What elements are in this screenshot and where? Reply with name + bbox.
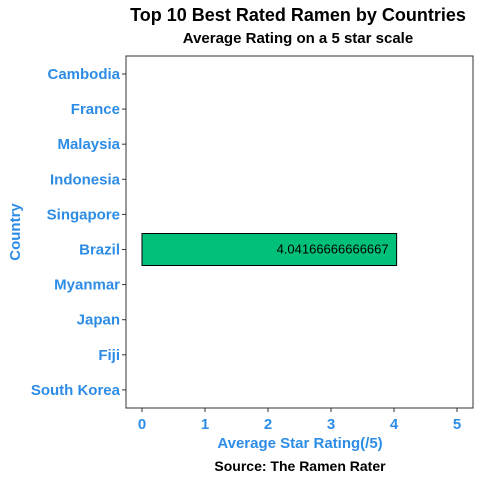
x-axis: 0 1 2 3 4 5: [138, 408, 461, 433]
x-axis-label: Average Star Rating(/5): [217, 435, 382, 452]
chart-title: Top 10 Best Rated Ramen by Countries: [130, 5, 466, 25]
x-tick-label: 5: [453, 416, 461, 433]
y-tick-label: Singapore: [47, 206, 120, 223]
x-tick-label: 1: [201, 416, 209, 433]
bars: 4.04166666666667: [141, 233, 398, 266]
y-tick-label: Japan: [77, 312, 120, 329]
x-tick-label: 4: [390, 416, 399, 433]
y-tick-label: Myanmar: [54, 277, 120, 294]
x-tick-label: 3: [327, 416, 335, 433]
y-tick-label: Fiji: [98, 347, 120, 364]
plot-panel: [125, 55, 474, 409]
y-tick-label: Cambodia: [47, 66, 120, 83]
y-axis: Cambodia France Malaysia Indonesia Singapore…: [31, 66, 126, 399]
bar: [141, 233, 398, 266]
x-tick-label: 2: [264, 416, 272, 433]
chart-subtitle: Average Rating on a 5 star scale: [183, 30, 413, 47]
bar-data-label: 4.04166666666667: [277, 242, 389, 257]
y-tick-label: Indonesia: [50, 171, 121, 188]
y-tick-label: South Korea: [31, 382, 121, 399]
x-tick-label: 0: [138, 416, 146, 433]
y-tick-label: Malaysia: [57, 136, 120, 153]
y-tick-label: France: [71, 101, 120, 118]
y-axis-label: Country: [7, 203, 24, 261]
y-tick-label: Brazil: [79, 242, 120, 259]
chart-caption: Source: The Ramen Rater: [214, 458, 386, 474]
